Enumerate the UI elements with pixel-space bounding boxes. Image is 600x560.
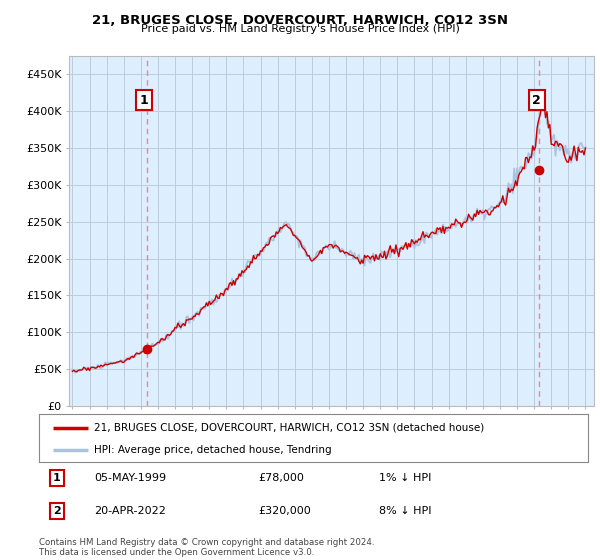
Text: 1: 1 xyxy=(53,473,61,483)
Text: £320,000: £320,000 xyxy=(259,506,311,516)
Text: 20-APR-2022: 20-APR-2022 xyxy=(94,506,166,516)
Text: £78,000: £78,000 xyxy=(259,473,304,483)
Text: 2: 2 xyxy=(532,94,541,107)
Text: 05-MAY-1999: 05-MAY-1999 xyxy=(94,473,166,483)
Text: Price paid vs. HM Land Registry's House Price Index (HPI): Price paid vs. HM Land Registry's House … xyxy=(140,24,460,34)
Text: 2: 2 xyxy=(53,506,61,516)
Text: HPI: Average price, detached house, Tendring: HPI: Average price, detached house, Tend… xyxy=(94,445,332,455)
Text: 21, BRUGES CLOSE, DOVERCOURT, HARWICH, CO12 3SN (detached house): 21, BRUGES CLOSE, DOVERCOURT, HARWICH, C… xyxy=(94,423,484,433)
Text: Contains HM Land Registry data © Crown copyright and database right 2024.
This d: Contains HM Land Registry data © Crown c… xyxy=(39,538,374,557)
Text: 8% ↓ HPI: 8% ↓ HPI xyxy=(379,506,432,516)
Text: 21, BRUGES CLOSE, DOVERCOURT, HARWICH, CO12 3SN: 21, BRUGES CLOSE, DOVERCOURT, HARWICH, C… xyxy=(92,14,508,27)
Text: 1: 1 xyxy=(140,94,149,107)
Text: 1% ↓ HPI: 1% ↓ HPI xyxy=(379,473,432,483)
